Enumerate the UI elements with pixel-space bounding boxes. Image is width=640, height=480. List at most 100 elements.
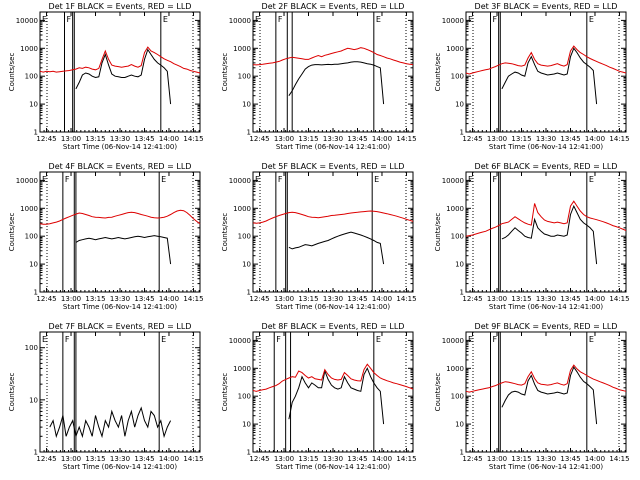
series-line-lld [252, 47, 414, 66]
x-axis-label: Start Time (06-Nov-14 12:41:00) [489, 463, 603, 471]
flag-label: E [42, 335, 47, 344]
x-tick-label: 12:45 [249, 135, 269, 143]
y-tick-label: 10000 [16, 17, 38, 25]
x-tick-label: 13:30 [536, 455, 556, 463]
x-tick-label: 12:45 [249, 295, 269, 303]
panel-title: Det 7F BLACK = Events, RED = LLD [49, 322, 192, 331]
flag-label: E [255, 15, 260, 24]
y-tick-label: 10 [455, 101, 464, 109]
detector-panel-3: Det 3F BLACK = Events, RED = LLD 1 10 100 10… [434, 2, 630, 151]
detector-panel-5: Det 5F BLACK = Events, RED = LLD 1 10 100 10… [221, 162, 417, 311]
flag-label: E [42, 15, 47, 24]
y-tick-label: 10 [242, 421, 251, 429]
panel-title: Det 3F BLACK = Events, RED = LLD [475, 2, 618, 11]
x-tick-label: 13:15 [85, 455, 105, 463]
x-tick-label: 14:00 [372, 295, 392, 303]
x-tick-label: 13:30 [323, 455, 343, 463]
y-tick-label: 1 [247, 129, 251, 137]
x-tick-label: 12:45 [462, 455, 482, 463]
y-tick-label: 100 [451, 233, 464, 241]
panel-title: Det 4F BLACK = Events, RED = LLD [49, 162, 192, 171]
panel-title: Det 2F BLACK = Events, RED = LLD [262, 2, 405, 11]
panel-title: Det 1F BLACK = Events, RED = LLD [49, 2, 192, 11]
y-tick-label: 100 [25, 73, 38, 81]
series-line-events [75, 235, 172, 265]
series-line-events [501, 366, 598, 425]
series-line-lld [252, 210, 414, 224]
x-tick-label: 14:15 [183, 295, 203, 303]
x-tick-label: 13:15 [511, 135, 531, 143]
flag-label: F [492, 15, 497, 24]
flag-label: E [589, 175, 594, 184]
x-tick-label: 13:30 [323, 135, 343, 143]
y-tick-label: 1 [460, 449, 464, 457]
x-tick-label: 14:15 [183, 135, 203, 143]
y-axis-label: Counts/sec [221, 373, 229, 412]
y-tick-label: 10000 [442, 177, 464, 185]
detector-panel-1: Det 1F BLACK = Events, RED = LLD 1 10 100 10… [8, 2, 204, 151]
series-line-lld [465, 364, 627, 393]
y-axis-label: Counts/sec [8, 373, 16, 412]
x-tick-label: 12:45 [36, 455, 56, 463]
y-tick-label: 1 [34, 129, 38, 137]
y-tick-label: 1 [460, 129, 464, 137]
x-tick-label: 13:30 [110, 455, 130, 463]
flag-label: F [65, 175, 70, 184]
flag-label: F [276, 335, 281, 344]
flag-label: E [468, 15, 473, 24]
x-tick-label: 13:45 [560, 295, 580, 303]
x-axis-label: Start Time (06-Nov-14 12:41:00) [489, 303, 603, 311]
flag-label: E [163, 15, 168, 24]
x-tick-label: 14:15 [396, 135, 416, 143]
y-tick-label: 10 [29, 396, 38, 404]
flag-label: F [492, 335, 497, 344]
x-tick-label: 13:15 [511, 455, 531, 463]
y-tick-label: 1000 [233, 205, 251, 213]
x-tick-label: 14:15 [396, 455, 416, 463]
panel-title: Det 9F BLACK = Events, RED = LLD [475, 322, 618, 331]
x-tick-label: 13:00 [274, 295, 294, 303]
series-line-lld [39, 209, 201, 225]
flag-label: E [255, 335, 260, 344]
y-tick-label: 10 [455, 421, 464, 429]
y-tick-label: 100 [451, 393, 464, 401]
x-tick-label: 13:00 [61, 455, 81, 463]
x-tick-label: 13:30 [110, 295, 130, 303]
flag-label: E [161, 335, 166, 344]
plot-frame [39, 171, 201, 293]
x-tick-label: 13:45 [134, 295, 154, 303]
flag-label: E [589, 335, 594, 344]
y-tick-label: 1 [34, 289, 38, 297]
flag-label: E [376, 335, 381, 344]
x-tick-label: 14:15 [609, 295, 629, 303]
y-tick-label: 10 [242, 101, 251, 109]
x-axis-label: Start Time (06-Nov-14 12:41:00) [63, 463, 177, 471]
x-axis-label: Start Time (06-Nov-14 12:41:00) [63, 303, 177, 311]
detector-panel-8: Det 8F BLACK = Events, RED = LLD 1 10 100 10… [221, 322, 417, 471]
y-tick-label: 100 [25, 344, 38, 352]
x-tick-label: 14:15 [609, 455, 629, 463]
y-tick-label: 10000 [229, 337, 251, 345]
y-axis-label: Counts/sec [8, 53, 16, 92]
y-tick-label: 10 [455, 261, 464, 269]
x-axis-label: Start Time (06-Nov-14 12:41:00) [276, 143, 390, 151]
series-line-events [288, 231, 385, 265]
x-tick-label: 12:45 [36, 135, 56, 143]
x-tick-label: 12:45 [36, 295, 56, 303]
y-tick-label: 100 [238, 73, 251, 81]
x-tick-label: 13:45 [560, 455, 580, 463]
x-tick-label: 13:45 [347, 295, 367, 303]
y-tick-label: 10000 [442, 337, 464, 345]
x-tick-label: 13:45 [347, 135, 367, 143]
flag-label: F [278, 15, 283, 24]
x-axis-label: Start Time (06-Nov-14 12:41:00) [276, 303, 390, 311]
y-tick-label: 1000 [20, 45, 38, 53]
x-axis-label: Start Time (06-Nov-14 12:41:00) [63, 143, 177, 151]
y-tick-label: 1000 [233, 45, 251, 53]
x-tick-label: 12:45 [462, 135, 482, 143]
panel-title: Det 8F BLACK = Events, RED = LLD [262, 322, 405, 331]
x-tick-label: 13:00 [487, 135, 507, 143]
y-tick-label: 1000 [446, 365, 464, 373]
x-tick-label: 13:00 [274, 455, 294, 463]
plot-frame [252, 331, 414, 453]
